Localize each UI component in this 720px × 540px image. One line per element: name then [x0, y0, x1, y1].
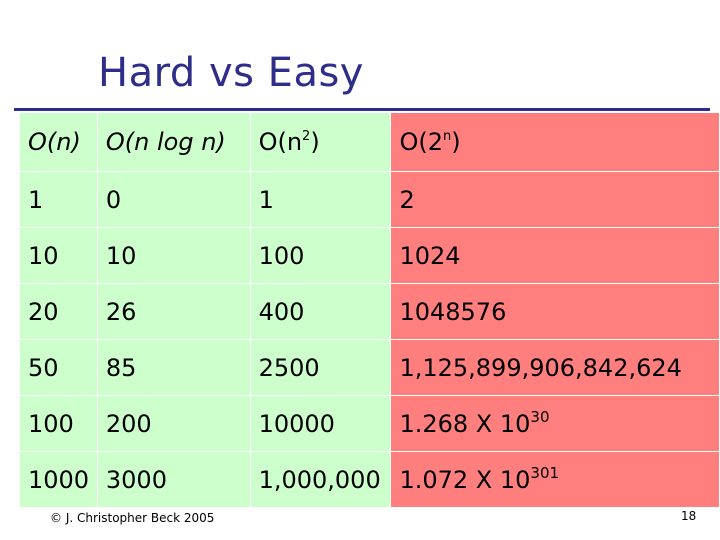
table-cell: 26 [96, 283, 251, 340]
table-row: 1 0 1 2 [19, 171, 720, 228]
table-cell: 200 [96, 395, 251, 452]
exponent: 30 [530, 407, 550, 426]
page-number: 18 [681, 509, 697, 523]
table-cell: 10 [96, 227, 251, 284]
table-cell: 2500 [249, 339, 392, 396]
header-on-squared: O(n2) [249, 112, 392, 172]
copyright-footer: © J. Christopher Beck 2005 [50, 511, 215, 525]
header-on-log-n: O(n log n) [96, 112, 251, 172]
table-cell: 1 [249, 171, 392, 228]
table-cell: 0 [96, 171, 251, 228]
table-cell: 85 [96, 339, 251, 396]
header-on: O(n) [19, 112, 98, 172]
title-underline [14, 108, 710, 111]
header-o-2n: O(2n) [390, 112, 720, 172]
table-cell: 1,000,000 [249, 451, 392, 508]
table-cell: 1024 [390, 227, 720, 284]
table-row: 10 10 100 1024 [19, 227, 720, 284]
table-cell: 10 [19, 227, 98, 284]
complexity-table: O(n) O(n log n) O(n2) O(2n) 1 0 1 2 10 1… [19, 112, 720, 508]
table-row: 1000 3000 1,000,000 1.072 X 10301 [19, 451, 720, 508]
table-cell: 1 [19, 171, 98, 228]
table-cell: 100 [249, 227, 392, 284]
table-cell: 20 [19, 283, 98, 340]
table-cell: 3000 [96, 451, 251, 508]
table-cell: 50 [19, 339, 98, 396]
table-cell: 1,125,899,906,842,624 [390, 339, 720, 396]
table-cell: 400 [249, 283, 392, 340]
table-row: 50 85 2500 1,125,899,906,842,624 [19, 339, 720, 396]
table-cell: 1.268 X 1030 [390, 395, 720, 452]
exponent: 301 [530, 463, 560, 482]
table-cell: 1048576 [390, 283, 720, 340]
table-cell: 2 [390, 171, 720, 228]
table-row: 100 200 10000 1.268 X 1030 [19, 395, 720, 452]
table-cell: 10000 [249, 395, 392, 452]
table-row: 20 26 400 1048576 [19, 283, 720, 340]
table-cell: 1000 [19, 451, 98, 508]
table-header-row: O(n) O(n log n) O(n2) O(2n) [19, 112, 720, 172]
slide-title: Hard vs Easy [98, 50, 364, 96]
table-cell: 100 [19, 395, 98, 452]
table-cell: 1.072 X 10301 [390, 451, 720, 508]
